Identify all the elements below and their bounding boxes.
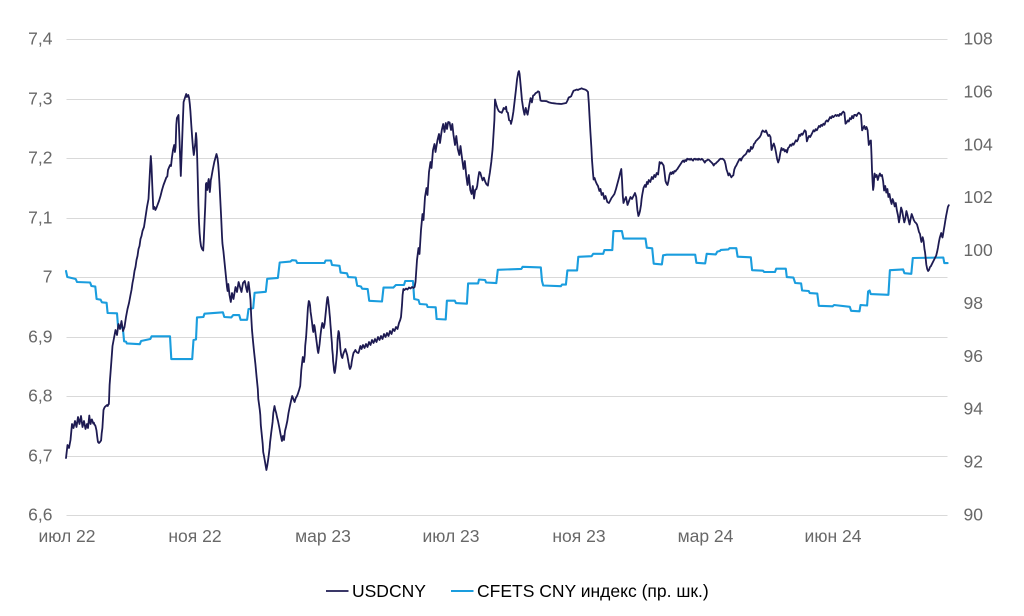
svg-text:6,6: 6,6 xyxy=(28,505,52,525)
svg-text:90: 90 xyxy=(964,505,984,525)
svg-text:июн 24: июн 24 xyxy=(805,526,862,546)
svg-text:7,2: 7,2 xyxy=(28,148,52,168)
svg-text:104: 104 xyxy=(964,134,993,154)
svg-text:92: 92 xyxy=(964,452,983,472)
svg-text:июл 23: июл 23 xyxy=(422,526,479,546)
svg-text:6,7: 6,7 xyxy=(28,446,52,466)
svg-text:7: 7 xyxy=(43,267,53,287)
svg-text:6,9: 6,9 xyxy=(28,327,52,347)
svg-text:94: 94 xyxy=(964,399,984,419)
svg-text:7,3: 7,3 xyxy=(28,89,52,109)
svg-text:102: 102 xyxy=(964,187,993,207)
svg-text:96: 96 xyxy=(964,346,983,366)
svg-text:CFETS CNY индекс (пр. шк.): CFETS CNY индекс (пр. шк.) xyxy=(477,581,709,601)
svg-text:100: 100 xyxy=(964,240,993,260)
svg-text:106: 106 xyxy=(964,81,993,101)
svg-text:6,8: 6,8 xyxy=(28,386,52,406)
svg-text:ноя 22: ноя 22 xyxy=(168,526,221,546)
svg-text:USDCNY: USDCNY xyxy=(352,581,426,601)
svg-text:мар 23: мар 23 xyxy=(295,526,351,546)
svg-text:мар 24: мар 24 xyxy=(678,526,734,546)
svg-text:июл 22: июл 22 xyxy=(38,526,95,546)
svg-text:7,1: 7,1 xyxy=(28,208,52,228)
svg-text:ноя 23: ноя 23 xyxy=(552,526,605,546)
svg-text:108: 108 xyxy=(964,29,993,49)
svg-text:7,4: 7,4 xyxy=(28,29,53,49)
svg-text:98: 98 xyxy=(964,293,983,313)
